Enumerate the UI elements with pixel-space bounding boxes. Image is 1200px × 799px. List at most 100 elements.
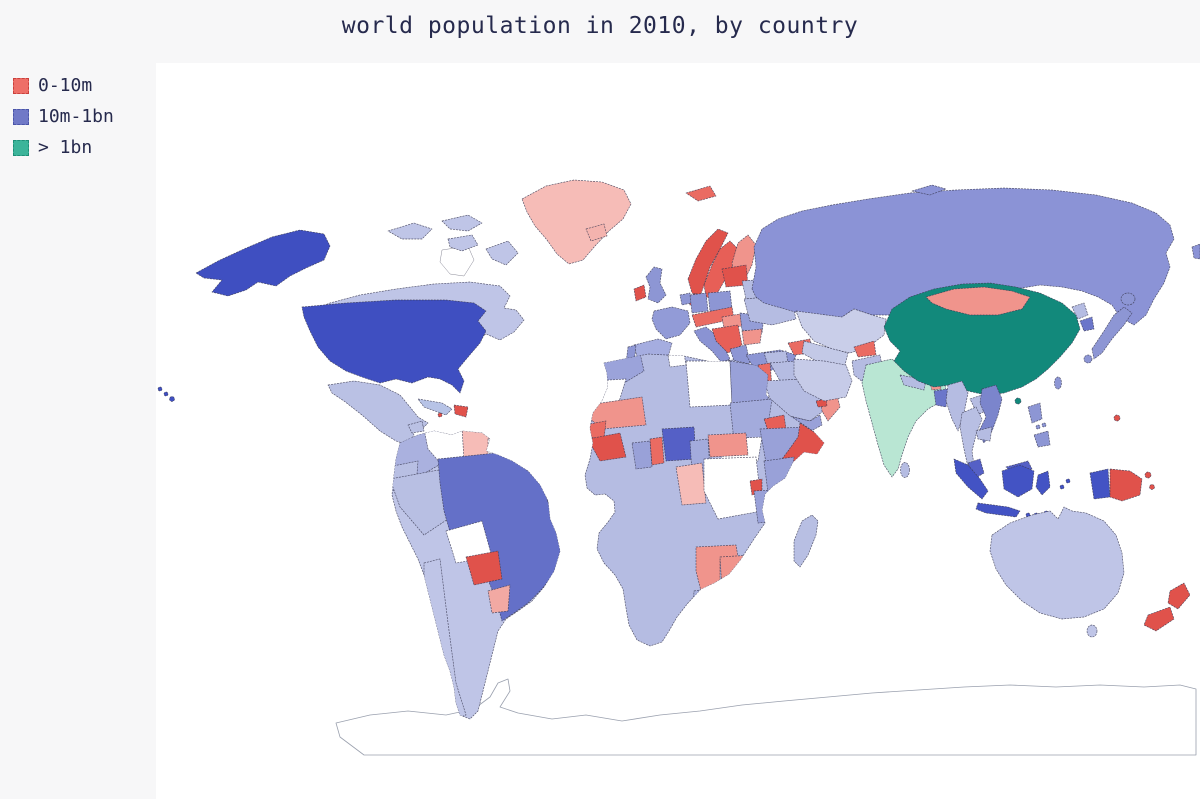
country-peru[interactable]	[390, 468, 455, 536]
country-south-korea[interactable]	[1079, 316, 1095, 332]
country-china[interactable]	[883, 282, 1081, 396]
country-png-island[interactable]	[1144, 471, 1152, 479]
country-new-zealand-north[interactable]	[1167, 582, 1191, 610]
continent-south-america	[390, 430, 561, 720]
country-baltics[interactable]	[721, 264, 749, 288]
country-mexico[interactable]	[327, 380, 429, 446]
legend-swatch-red-icon	[13, 78, 29, 94]
country-russia-wrap-fragment[interactable]	[1191, 243, 1200, 260]
country-papua-new-guinea[interactable]	[1109, 468, 1143, 502]
country-iraq[interactable]	[769, 360, 801, 382]
country-sri-lanka[interactable]	[900, 462, 910, 478]
country-iceland[interactable]	[585, 223, 608, 242]
country-cuba[interactable]	[417, 398, 453, 416]
country-antarctica[interactable]	[335, 678, 1197, 756]
country-gabon-congo[interactable]	[675, 462, 707, 506]
legend: 0-10m 10m-1bn > 1bn	[13, 77, 114, 157]
country-germany[interactable]	[689, 292, 709, 314]
country-north-korea[interactable]	[1071, 302, 1089, 320]
country-australia-tasmania[interactable]	[1086, 624, 1098, 638]
legend-label: 10m-1bn	[38, 106, 114, 127]
legend-label: 0-10m	[38, 75, 93, 96]
country-usa-hawaii[interactable]	[157, 386, 163, 392]
country-uzbek-turkmen[interactable]	[801, 340, 849, 370]
country-uk[interactable]	[645, 266, 667, 304]
country-russia-novaya-zemlya[interactable]	[911, 184, 947, 196]
country-usa-hawaii[interactable]	[163, 391, 169, 397]
country-indonesia-papua[interactable]	[1089, 468, 1111, 500]
country-jamaica[interactable]	[437, 412, 443, 418]
country-mexico-yucatan[interactable]	[407, 420, 425, 434]
country-botswana[interactable]	[719, 554, 755, 590]
country-japan-honshu[interactable]	[1091, 306, 1133, 360]
country-benelux[interactable]	[679, 292, 692, 306]
country-japan-hokkaido[interactable]	[1120, 292, 1136, 306]
country-bolivia[interactable]	[445, 520, 493, 564]
country-canada-arctic-island[interactable]	[441, 214, 483, 232]
country-philippines-visayas[interactable]	[1035, 424, 1041, 430]
country-indonesia-island[interactable]	[1025, 512, 1031, 518]
country-central-african-republic[interactable]	[707, 432, 749, 458]
country-canada-arctic-island[interactable]	[447, 234, 479, 252]
country-greenland[interactable]	[521, 179, 632, 265]
country-indonesia-borneo[interactable]	[1001, 464, 1035, 498]
country-usa-hawaii[interactable]	[169, 396, 175, 402]
country-philippines-luzon[interactable]	[1027, 402, 1043, 424]
country-paraguay[interactable]	[465, 550, 503, 586]
country-togo-benin[interactable]	[649, 436, 665, 466]
hudson-bay-water	[439, 245, 475, 277]
country-usa[interactable]	[301, 299, 487, 394]
country-svalbard[interactable]	[685, 185, 717, 202]
country-usa-alaska[interactable]	[195, 229, 331, 297]
country-bulgaria[interactable]	[741, 328, 763, 346]
page-title: world population in 2010, by country	[341, 13, 859, 39]
country-south-africa[interactable]	[691, 580, 767, 647]
country-philippines-visayas[interactable]	[1041, 422, 1047, 428]
country-cambodia[interactable]	[975, 426, 993, 442]
country-malaysia-peninsular[interactable]	[967, 458, 985, 480]
country-kyrgyz-tajik[interactable]	[853, 340, 877, 358]
country-canada-arctic-island[interactable]	[387, 222, 433, 240]
country-indonesia-sumatra[interactable]	[953, 458, 989, 500]
map-panel	[156, 63, 1200, 799]
country-italy[interactable]	[693, 326, 731, 364]
country-taiwan[interactable]	[1054, 376, 1062, 390]
country-ireland[interactable]	[633, 284, 647, 302]
country-iran[interactable]	[793, 358, 853, 402]
country-drc[interactable]	[703, 456, 763, 520]
country-png-island[interactable]	[1149, 484, 1155, 490]
country-japan-kyushu[interactable]	[1083, 354, 1093, 364]
legend-item-10m-1bn[interactable]: 10m-1bn	[13, 108, 114, 126]
country-canada-baffin-island[interactable]	[485, 240, 519, 266]
country-indonesia-island[interactable]	[1059, 484, 1065, 490]
country-madagascar[interactable]	[793, 514, 819, 568]
country-kenya[interactable]	[763, 456, 795, 494]
country-france[interactable]	[651, 306, 691, 340]
continent-oceania	[953, 458, 1191, 638]
country-thailand[interactable]	[959, 406, 983, 468]
country-new-zealand-south[interactable]	[1143, 606, 1175, 632]
legend-label: > 1bn	[38, 137, 93, 158]
legend-swatch-blue-icon	[13, 109, 29, 125]
country-ghana[interactable]	[631, 440, 653, 470]
country-libya[interactable]	[685, 360, 733, 408]
country-tunisia[interactable]	[667, 353, 687, 368]
country-mongolia[interactable]	[925, 286, 1031, 316]
legend-item-over-1bn[interactable]: > 1bn	[13, 139, 114, 157]
country-australia[interactable]	[989, 506, 1125, 620]
country-bangladesh[interactable]	[933, 388, 949, 408]
world-map[interactable]	[156, 63, 1200, 799]
legend-item-0-10m[interactable]: 0-10m	[13, 77, 114, 95]
country-kazakhstan[interactable]	[795, 308, 887, 354]
country-philippines-mindanao[interactable]	[1033, 430, 1051, 448]
country-palau[interactable]	[1113, 414, 1121, 422]
country-indonesia-island[interactable]	[1065, 478, 1071, 484]
country-tanzania[interactable]	[753, 488, 797, 524]
country-hispaniola[interactable]	[453, 404, 469, 418]
legend-swatch-green-icon	[13, 140, 29, 156]
country-china-hainan[interactable]	[1014, 397, 1022, 405]
country-guinea-group[interactable]	[587, 432, 627, 462]
country-uruguay[interactable]	[487, 584, 511, 614]
country-indonesia-sulawesi[interactable]	[1035, 470, 1051, 496]
country-indonesia-java[interactable]	[975, 502, 1021, 518]
